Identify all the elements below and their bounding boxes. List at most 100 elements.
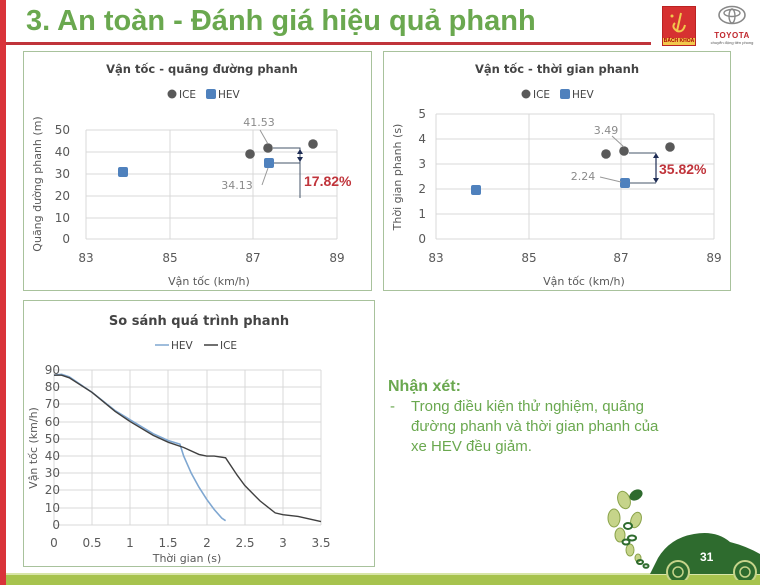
svg-text:0.5: 0.5 xyxy=(82,536,101,550)
gridlines xyxy=(85,129,338,240)
callout-hev: 2.24 xyxy=(571,170,596,183)
hev-series-line xyxy=(53,373,227,522)
svg-text:40: 40 xyxy=(55,145,70,159)
y-axis-label: Quãng đường phanh (m) xyxy=(31,116,44,251)
svg-text:83: 83 xyxy=(428,251,443,265)
bach-khoa-emblem-icon xyxy=(670,12,686,33)
x-axis-ticks: 83 85 87 89 xyxy=(78,251,344,265)
ice-point xyxy=(245,149,255,159)
y-axis-ticks: 90 80 70 60 50 40 30 20 10 0 xyxy=(45,363,60,532)
svg-text:40: 40 xyxy=(45,449,60,463)
svg-text:80: 80 xyxy=(45,380,60,394)
chart-braking-process: So sánh quá trình phanh HEV ICE 90 80 70 6… xyxy=(27,314,331,565)
double-arrow-icon xyxy=(297,149,303,162)
slide-title: 3. An toàn - Đánh giá hiệu quả phanh xyxy=(26,5,536,37)
notes-line: Trong điều kiện thử nghiệm, quãng xyxy=(411,398,644,415)
svg-text:87: 87 xyxy=(245,251,260,265)
y-axis-ticks: 50 40 30 20 10 0 xyxy=(55,123,70,246)
x-axis-ticks: 83 85 87 89 xyxy=(428,251,721,265)
svg-text:5: 5 xyxy=(418,107,426,121)
svg-text:1: 1 xyxy=(126,536,134,550)
notes-line: đường phanh và thời gian phanh của xyxy=(411,418,659,435)
svg-text:83: 83 xyxy=(78,251,93,265)
y-axis-label: Vận tốc (km/h) xyxy=(27,407,40,489)
svg-text:1: 1 xyxy=(418,207,426,221)
legend: ICE HEV xyxy=(167,89,241,101)
svg-text:3.5: 3.5 xyxy=(311,536,330,550)
svg-text:50: 50 xyxy=(45,432,60,446)
svg-text:30: 30 xyxy=(55,167,70,181)
notes-line: xe HEV đều giảm. xyxy=(411,438,532,455)
svg-text:4: 4 xyxy=(418,132,426,146)
toyota-emblem-icon xyxy=(718,5,746,25)
gridlines xyxy=(435,113,715,240)
legend-hev-marker-icon xyxy=(206,89,216,99)
x-axis-label: Vận tốc (km/h) xyxy=(168,275,250,288)
ice-point xyxy=(619,146,629,156)
legend-ice-marker-icon xyxy=(521,89,531,99)
legend: HEV ICE xyxy=(155,340,237,352)
svg-text:89: 89 xyxy=(706,251,721,265)
svg-text:2: 2 xyxy=(418,182,426,196)
notes-box: Nhận xét: - Trong điều kiện thử nghiệm, … xyxy=(388,377,718,457)
hev-point xyxy=(264,158,274,168)
notes-heading: Nhận xét: xyxy=(388,378,461,395)
svg-text:10: 10 xyxy=(55,211,70,225)
ice-point xyxy=(308,139,318,149)
legend-ice-label: ICE xyxy=(220,340,237,352)
svg-text:2: 2 xyxy=(203,536,211,550)
legend-hev-label: HEV xyxy=(572,89,595,101)
ice-point xyxy=(263,143,273,153)
svg-text:30: 30 xyxy=(45,466,60,480)
callout-hev: 34.13 xyxy=(221,179,253,192)
ground-highlight xyxy=(6,573,760,575)
svg-text:3: 3 xyxy=(418,157,426,171)
svg-text:3: 3 xyxy=(279,536,287,550)
gridlines xyxy=(53,369,322,526)
legend-ice-marker-icon xyxy=(167,89,177,99)
svg-text:0: 0 xyxy=(52,518,60,532)
bach-khoa-label: BÁCH KHOA xyxy=(663,38,695,45)
y-axis-ticks: 5 4 3 2 1 0 xyxy=(418,107,426,246)
svg-text:85: 85 xyxy=(521,251,536,265)
ground-strip xyxy=(6,575,760,585)
ice-point xyxy=(665,142,675,152)
page-number: 31 xyxy=(700,550,714,564)
svg-text:89: 89 xyxy=(329,251,344,265)
svg-text:70: 70 xyxy=(45,397,60,411)
svg-text:10: 10 xyxy=(45,501,60,515)
svg-text:20: 20 xyxy=(45,483,60,497)
chart-time: Vận tốc - thời gian phanh ICE HEV 5 4 3 2 … xyxy=(391,62,722,288)
reduction-percent: 17.82% xyxy=(304,173,352,189)
chart-title: Vận tốc - thời gian phanh xyxy=(475,62,639,76)
svg-text:90: 90 xyxy=(45,363,60,377)
chart-distance-panel: Vận tốc - quãng đường phanh ICE HEV 50 40… xyxy=(23,51,372,291)
callout-ice: 3.49 xyxy=(594,124,619,137)
legend-hev-label: HEV xyxy=(218,89,241,101)
toyota-label: TOYOTA xyxy=(714,31,750,40)
chart-title: Vận tốc - quãng đường phanh xyxy=(106,62,298,76)
svg-text:2.5: 2.5 xyxy=(235,536,254,550)
bach-khoa-logo: BÁCH KHOA xyxy=(662,6,696,46)
legend: ICE HEV xyxy=(521,89,595,101)
x-axis-label: Thời gian (s) xyxy=(152,552,222,565)
svg-text:20: 20 xyxy=(55,189,70,203)
bullet-dash: - xyxy=(390,398,395,415)
svg-text:0: 0 xyxy=(50,536,58,550)
chart-time-panel: Vận tốc - thời gian phanh ICE HEV 5 4 3 2 … xyxy=(383,51,731,291)
legend-hev-marker-icon xyxy=(560,89,570,99)
callout-ice: 41.53 xyxy=(243,116,275,129)
svg-text:60: 60 xyxy=(45,415,60,429)
left-accent-bar xyxy=(0,0,6,585)
legend-ice-label: ICE xyxy=(533,89,550,101)
toyota-logo: TOYOTA chuyển động tiên phong xyxy=(706,5,758,45)
svg-text:50: 50 xyxy=(55,123,70,137)
legend-hev-label: HEV xyxy=(171,340,194,352)
ice-point xyxy=(601,149,611,159)
svg-text:87: 87 xyxy=(613,251,628,265)
reduction-percent: 35.82% xyxy=(659,161,707,177)
hev-point xyxy=(620,178,630,188)
svg-text:0: 0 xyxy=(62,232,70,246)
y-axis-label: Thời gian phanh (s) xyxy=(391,124,404,232)
eco-car-icon xyxy=(607,489,760,580)
